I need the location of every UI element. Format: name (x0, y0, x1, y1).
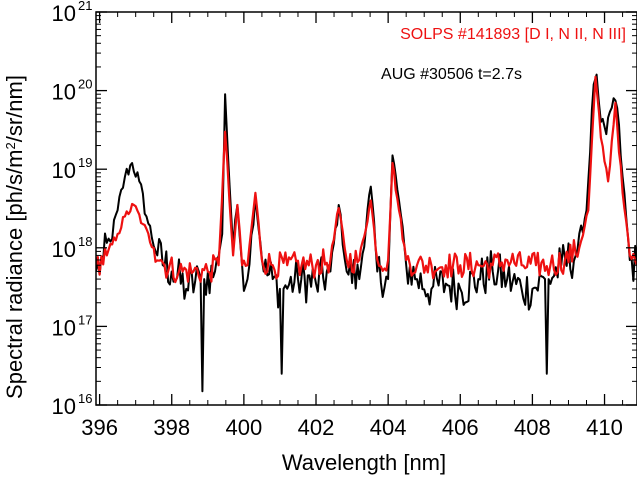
ticks-layer (96, 11, 637, 406)
y-tick-exponent: 18 (78, 234, 92, 249)
y-tick-exponent: 17 (78, 312, 92, 327)
y-tick-label: 10 (52, 237, 76, 262)
x-tick-label: 402 (298, 415, 335, 440)
x-tick-label: 396 (81, 415, 118, 440)
y-tick-exponent: 21 (78, 0, 92, 13)
legend-aug: AUG #30506 t=2.7s (381, 66, 522, 83)
y-tick-exponent: 19 (78, 155, 92, 170)
x-tick-label: 398 (153, 415, 190, 440)
x-tick-label: 410 (586, 415, 623, 440)
series-line-1 (96, 75, 637, 284)
x-tick-label: 408 (514, 415, 551, 440)
x-tick-label: 406 (442, 415, 479, 440)
y-tick-label: 10 (52, 1, 76, 26)
legend-solps: SOLPS #141893 [D I, N II, N III] (400, 26, 626, 43)
y-tick-label: 10 (52, 394, 76, 419)
x-tick-label: 400 (226, 415, 263, 440)
series-line-0 (96, 73, 637, 393)
series-layer (96, 73, 637, 393)
y-tick-exponent: 20 (78, 77, 92, 92)
y-tick-exponent: 16 (78, 391, 92, 406)
y-tick-label: 10 (52, 80, 76, 105)
x-axis-label: Wavelength [nm] (282, 450, 446, 475)
y-tick-label: 10 (52, 315, 76, 340)
x-tick-label: 404 (370, 415, 407, 440)
plot-frame (95, 11, 637, 406)
y-tick-label: 10 (52, 158, 76, 183)
y-axis-label: Spectral radiance [ph/s/m2/sr/nm] (2, 75, 27, 399)
